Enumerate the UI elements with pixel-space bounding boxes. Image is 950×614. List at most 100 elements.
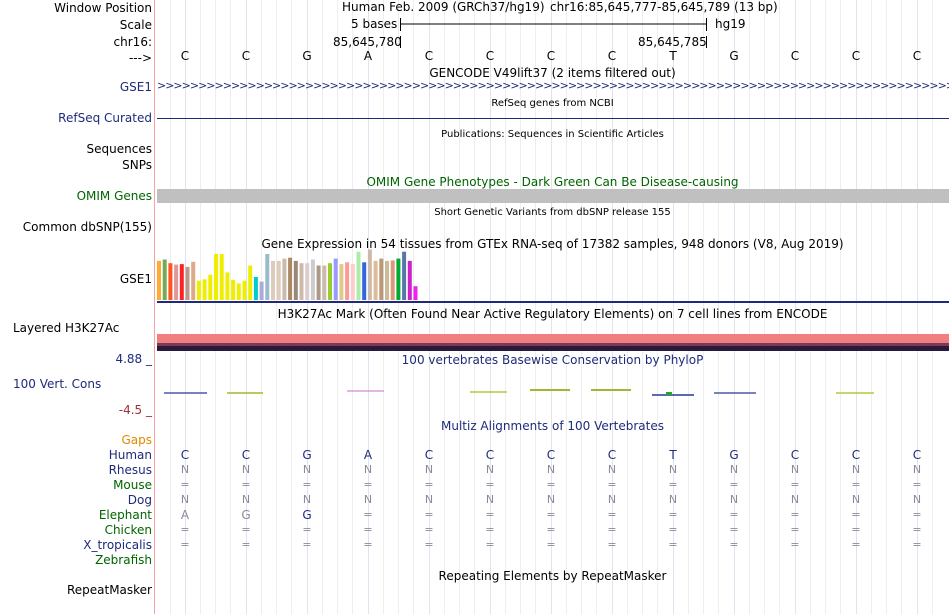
alignment-base: C	[485, 448, 495, 462]
gtex-tissue-bar[interactable]	[373, 260, 378, 300]
gtex-tissue-bar[interactable]	[379, 258, 384, 300]
gtex-tissue-bar[interactable]	[385, 260, 389, 300]
gtex-tissue-bar[interactable]	[202, 279, 207, 300]
gtex-tissue-bar[interactable]	[253, 277, 258, 300]
gtex-tissue-bar[interactable]	[367, 249, 372, 300]
base-letter: C	[790, 49, 800, 63]
gtex-tissue-bar[interactable]	[345, 262, 350, 300]
repeatmasker-track-label[interactable]: RepeatMasker	[66, 583, 152, 597]
gtex-tissue-bar[interactable]	[168, 263, 173, 300]
gtex-tissue-bar[interactable]	[219, 254, 224, 300]
species-label-rhesus[interactable]: Rhesus	[108, 463, 152, 477]
gtex-tissue-bar[interactable]	[390, 260, 395, 300]
alignment-base: =	[729, 523, 739, 536]
gtex-tissue-bar[interactable]	[350, 264, 355, 300]
gtex-tissue-bar[interactable]	[339, 264, 344, 300]
species-label-mouse[interactable]: Mouse	[113, 478, 152, 492]
alignment-base: =	[485, 508, 495, 521]
gtex-tissue-bar[interactable]	[196, 280, 201, 300]
gtex-tissue-bar[interactable]	[396, 258, 401, 300]
base-guideline	[413, 0, 414, 614]
gtex-tissue-bar[interactable]	[225, 272, 230, 300]
gaps-label[interactable]: Gaps	[121, 433, 152, 447]
gtex-tissue-bar[interactable]	[305, 263, 310, 300]
sequences-track-label[interactable]: Sequences	[86, 142, 152, 156]
species-label-dog[interactable]: Dog	[127, 493, 152, 507]
gtex-tissue-bar[interactable]	[191, 261, 196, 300]
omim-track-label[interactable]: OMIM Genes	[76, 189, 152, 203]
chr-label[interactable]: chr16:	[113, 35, 152, 49]
scale-db: hg19	[715, 17, 746, 31]
gtex-tissue-bar[interactable]	[214, 254, 218, 300]
base-letter: C	[485, 49, 495, 63]
gtex-tissue-bar[interactable]	[248, 265, 253, 301]
gtex-tissue-bar[interactable]	[356, 251, 361, 300]
gtex-tissue-bar[interactable]	[185, 266, 190, 300]
species-label-x-tropicalis[interactable]: X_tropicalis	[83, 538, 152, 552]
species-label-human[interactable]: Human	[108, 448, 152, 462]
h3k27ac-track-label[interactable]: Layered H3K27Ac	[13, 321, 120, 335]
alignment-base: =	[912, 538, 922, 551]
gtex-tissue-bar[interactable]	[236, 283, 241, 300]
gtex-tissue-bar[interactable]	[316, 265, 321, 301]
alignment-base: N	[302, 463, 312, 476]
alignment-base: =	[485, 478, 495, 491]
gtex-tissue-bar[interactable]	[174, 264, 179, 300]
species-label-elephant[interactable]: Elephant	[98, 508, 152, 522]
gtex-track-label[interactable]: GSE1	[119, 272, 152, 286]
base-guideline	[261, 0, 262, 614]
alignment-base: N	[668, 463, 678, 476]
alignment-base: =	[668, 523, 678, 536]
gtex-tissue-bar[interactable]	[282, 258, 287, 300]
gtex-tissue-bar[interactable]	[362, 262, 367, 300]
gtex-tissue-bar[interactable]	[293, 260, 298, 300]
base-guideline	[596, 0, 597, 614]
gtex-tissue-bar[interactable]	[276, 260, 281, 300]
gtex-tissue-bar[interactable]	[288, 257, 293, 300]
gencode-gene-arrows[interactable]: >>>>>>>>>>>>>>>>>>>>>>>>>>>>>>>>>>>>>>>>…	[157, 79, 949, 92]
h3k27ac-signal-top[interactable]	[157, 334, 949, 343]
alignment-base: N	[607, 493, 617, 506]
species-label-chicken[interactable]: Chicken	[104, 523, 152, 537]
gtex-tissue-bar[interactable]	[413, 286, 418, 300]
gtex-tissue-bar[interactable]	[162, 259, 167, 301]
gtex-tissue-bar[interactable]	[265, 254, 270, 300]
gtex-tissue-bar[interactable]	[157, 260, 161, 300]
alignment-base: C	[241, 448, 251, 462]
gtex-tissue-bar[interactable]	[231, 279, 236, 300]
gtex-tissue-bar[interactable]	[179, 264, 184, 300]
gtex-tissue-bar[interactable]	[310, 259, 315, 301]
window-position-label[interactable]: Window Position	[54, 1, 152, 15]
dbsnp-track-label[interactable]: Common dbSNP(155)	[22, 220, 152, 234]
gtex-tissue-bar[interactable]	[333, 258, 338, 300]
snps-track-label[interactable]: SNPs	[122, 158, 152, 172]
scale-label[interactable]: Scale	[119, 18, 152, 32]
alignment-base: =	[363, 478, 373, 491]
species-label-zebrafish[interactable]: Zebrafish	[95, 553, 152, 567]
alignment-base: C	[851, 448, 861, 462]
alignment-base: =	[424, 538, 434, 551]
alignment-base: =	[790, 508, 800, 521]
omim-track-title: OMIM Gene Phenotypes - Dark Green Can Be…	[366, 175, 739, 189]
gtex-tissue-bar[interactable]	[271, 260, 275, 300]
refseq-track-label[interactable]: RefSeq Curated	[58, 111, 152, 125]
omim-phenotype-bar[interactable]	[157, 189, 949, 203]
refseq-gene-line[interactable]	[157, 118, 949, 119]
alignment-base: =	[302, 538, 312, 551]
gencode-track-label[interactable]: GSE1	[119, 80, 152, 94]
gtex-tissue-bar[interactable]	[242, 280, 247, 300]
gtex-tissue-bar[interactable]	[402, 251, 407, 300]
gtex-tissue-bar[interactable]	[299, 263, 304, 300]
conservation-track-label[interactable]: 100 Vert. Cons	[13, 377, 102, 391]
strand-label[interactable]: --->	[128, 51, 152, 65]
gtex-tissue-bar[interactable]	[322, 265, 327, 301]
alignment-base: =	[790, 523, 800, 536]
gtex-tissue-bar[interactable]	[259, 281, 264, 300]
gtex-tissue-bar[interactable]	[328, 263, 332, 300]
gtex-tissue-bar[interactable]	[208, 274, 213, 300]
alignment-base: N	[729, 493, 739, 506]
gtex-tissue-bar[interactable]	[407, 260, 412, 300]
